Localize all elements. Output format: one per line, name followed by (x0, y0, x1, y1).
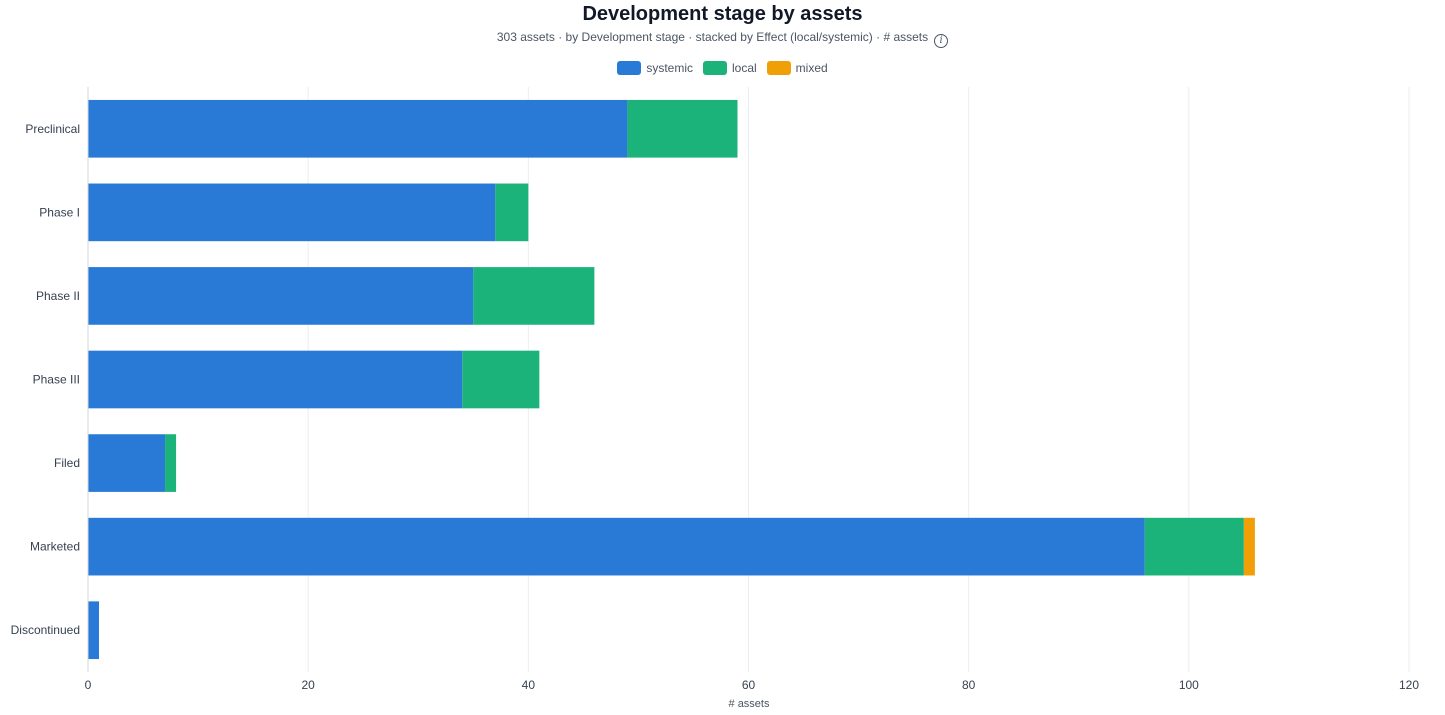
bar-segment-local[interactable]: Phase I · local: 3 (495, 183, 529, 242)
bar-segment-systemic[interactable]: Phase I · systemic: 37 (88, 183, 496, 242)
legend-item-systemic[interactable]: systemic (617, 61, 693, 75)
x-tick-label: 0 (85, 678, 92, 692)
x-axis: 0 20 40 60 80 100 120 (85, 678, 1420, 692)
x-tick-label: 40 (522, 678, 536, 692)
y-tick-label: Filed (54, 456, 80, 470)
bar-segment-local[interactable]: Filed · local: 1 (165, 434, 177, 492)
bar-segment-systemic[interactable]: Discontinued · systemic: 1 (88, 601, 100, 660)
legend-item-local[interactable]: local (702, 61, 757, 75)
chart-subtitle: 303 assets · by Development stage · stac… (0, 29, 1445, 48)
chart-subtitle-text: 303 assets · by Development stage · stac… (496, 30, 929, 44)
bar-segment-systemic[interactable]: Phase III · systemic: 34 (88, 350, 463, 409)
legend-label-systemic: systemic (646, 61, 693, 75)
legend-label-mixed: mixed (795, 61, 828, 75)
y-tick-label: Discontinued (11, 623, 80, 637)
bar-segment-mixed[interactable]: Marketed · mixed: 1 (1243, 517, 1255, 576)
y-axis: Preclinical Phase I Phase II Phase III Filed… (11, 87, 89, 672)
info-icon[interactable]: i (934, 34, 949, 48)
legend-item-mixed[interactable]: mixed (766, 61, 828, 75)
bar-segment-systemic[interactable]: Filed · systemic: 7 (88, 434, 166, 492)
y-tick-label: Marketed (30, 540, 80, 554)
legend-swatch-local (702, 61, 727, 75)
x-tick-label: 60 (742, 678, 756, 692)
y-tick-label: Preclinical (25, 122, 80, 136)
legend-label-local: local (731, 61, 757, 75)
y-tick-label: Phase III (33, 373, 80, 387)
legend-swatch-mixed (766, 61, 791, 75)
chart-title: Development stage by assets (582, 3, 863, 25)
bar-segment-local[interactable]: Phase II · local: 11 (473, 267, 595, 325)
y-tick-label: Phase I (39, 205, 80, 219)
bar-segment-local[interactable]: Phase III · local: 7 (462, 350, 540, 409)
legend-swatch-systemic (617, 61, 642, 75)
bar-segment-systemic[interactable]: Preclinical · systemic: 49 (88, 99, 628, 158)
bar-segment-local[interactable]: Preclinical · local: 10 (627, 99, 738, 158)
bar-segment-systemic[interactable]: Marketed · systemic: 96 (88, 517, 1145, 576)
x-tick-label: 120 (1399, 678, 1419, 692)
x-tick-label: 20 (301, 678, 315, 692)
bars: Preclinical · systemic: 49Preclinical · … (88, 99, 1255, 660)
y-tick-label: Phase II (36, 289, 80, 303)
x-tick-label: 80 (962, 678, 976, 692)
legend: systemic local mixed (0, 61, 1445, 75)
x-tick-label: 100 (1179, 678, 1199, 692)
bar-segment-systemic[interactable]: Phase II · systemic: 35 (88, 267, 474, 325)
x-axis-title: # assets (729, 698, 770, 710)
bar-segment-local[interactable]: Marketed · local: 9 (1144, 517, 1244, 576)
